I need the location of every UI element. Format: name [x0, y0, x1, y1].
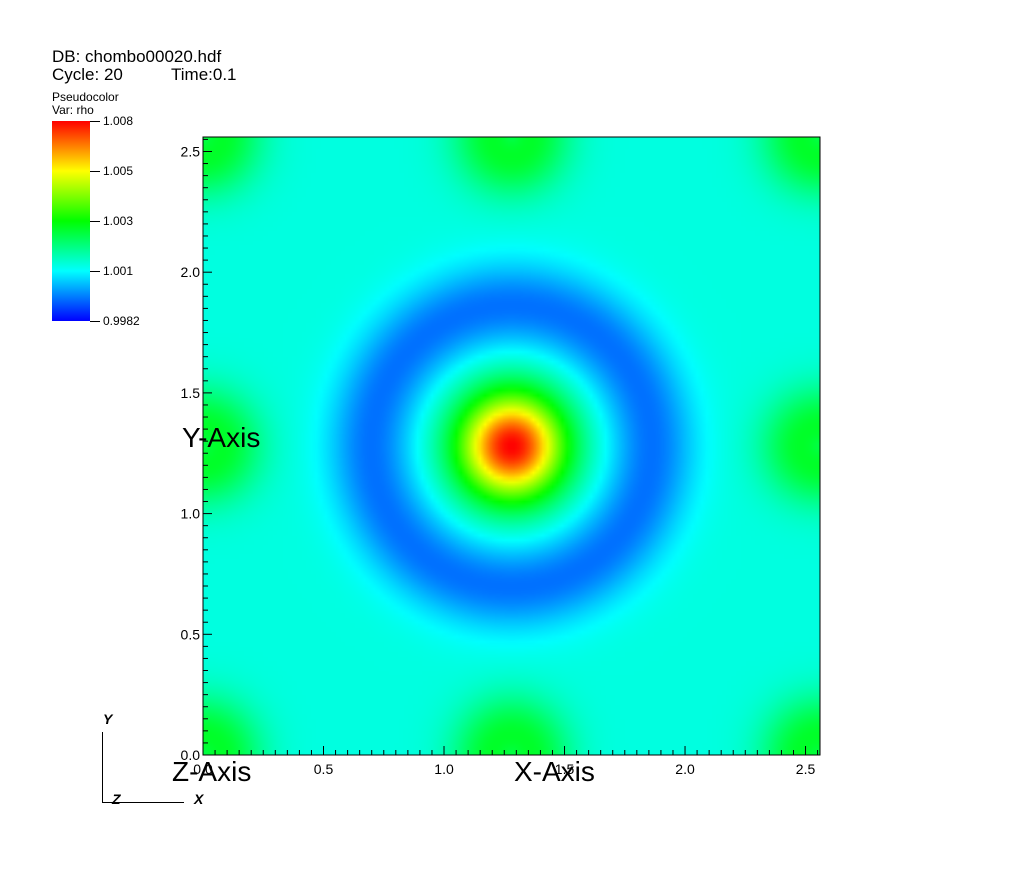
y-tick-label: 1.0 [181, 506, 201, 522]
legend-title: Pseudocolor [52, 90, 119, 104]
triad-x-line [102, 802, 184, 803]
legend-label-min: 0.9982 [103, 314, 140, 328]
y-axis-title: Y-Axis [182, 422, 261, 453]
legend-variable: Var: rho [52, 103, 94, 117]
y-tick-label: 2.5 [181, 143, 201, 159]
legend-label-3: 1.003 [103, 214, 134, 228]
plot-frame [202, 136, 821, 756]
legend-colorbar [52, 121, 90, 321]
triad-x-label: X [194, 791, 204, 807]
y-tick-label: 2.0 [181, 264, 201, 280]
heatmap-field [203, 137, 820, 755]
cycle-text: Cycle: 20 [52, 65, 123, 84]
legend-tick-5 [90, 321, 100, 322]
triad-y-line [102, 732, 103, 803]
x-tick-label: 2.5 [796, 761, 816, 777]
x-tick-label: 1.5 [555, 761, 575, 777]
x-tick-label: 1.0 [434, 761, 454, 777]
legend-tick-4 [90, 271, 100, 272]
x-tick-label: 2.0 [675, 761, 695, 777]
axis-triad: Y X Z [100, 712, 210, 812]
y-tick-label: 0.5 [181, 626, 201, 642]
axis-ticks [202, 138, 819, 756]
legend-label-4: 1.001 [103, 264, 134, 278]
triad-z-label: Z [112, 791, 121, 807]
x-tick-label: 0.5 [314, 761, 334, 777]
triad-y-label: Y [103, 711, 113, 727]
legend-tick-1 [90, 121, 100, 122]
legend-label-2: 1.005 [103, 164, 134, 178]
x-tick-label: 0.0 [193, 761, 213, 777]
y-tick-label: 0.0 [181, 747, 201, 763]
x-axis-title: X-Axis [514, 756, 595, 787]
legend-tick-2 [90, 171, 100, 172]
legend-label-max: 1.008 [103, 114, 134, 128]
z-axis-title: Z-Axis [172, 756, 252, 787]
time-text: Time:0.1 [171, 65, 237, 84]
db-filename-text: DB: chombo00020.hdf [52, 47, 222, 66]
legend-tick-3 [90, 221, 100, 222]
y-tick-label: 1.5 [181, 385, 201, 401]
